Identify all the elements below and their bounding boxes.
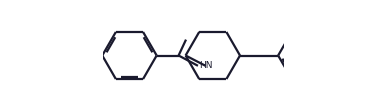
Text: HN: HN [199,61,213,70]
